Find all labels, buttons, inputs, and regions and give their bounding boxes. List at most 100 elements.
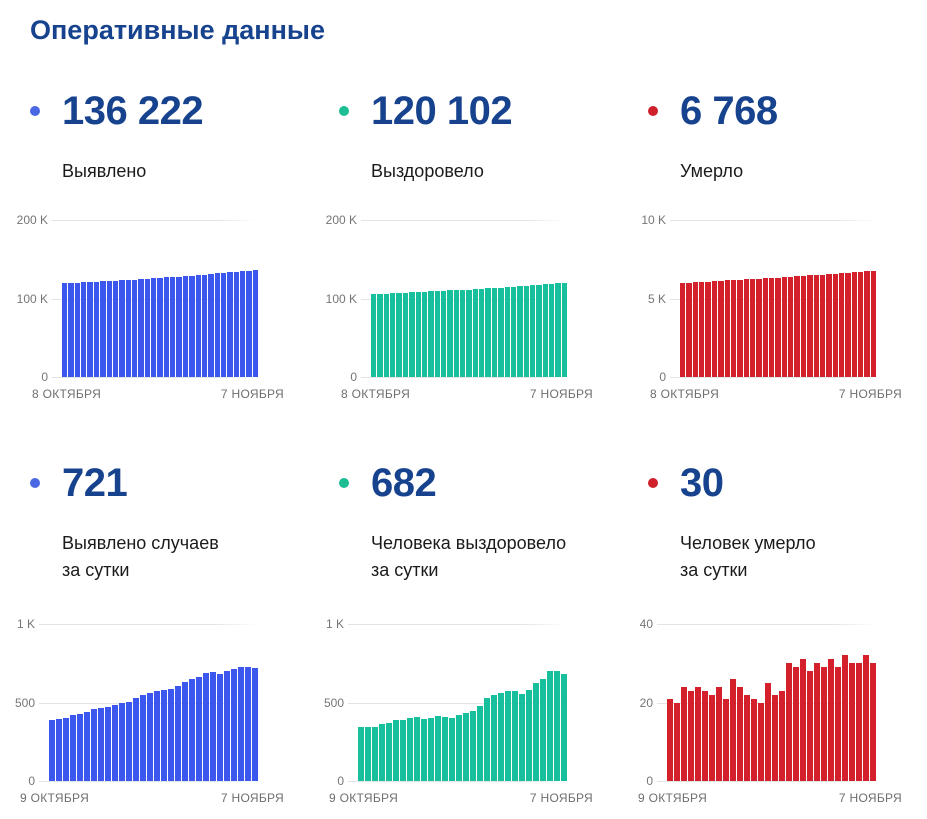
bar[interactable] <box>477 705 483 781</box>
bar[interactable] <box>126 701 132 781</box>
bar[interactable] <box>151 278 157 377</box>
bar[interactable] <box>62 283 68 377</box>
bar[interactable] <box>407 717 413 781</box>
bar[interactable] <box>555 283 561 377</box>
bar[interactable] <box>195 275 201 377</box>
bar[interactable] <box>393 720 399 781</box>
bar[interactable] <box>93 281 100 377</box>
bar[interactable] <box>781 277 788 377</box>
bar[interactable] <box>702 690 708 781</box>
bar[interactable] <box>252 667 258 781</box>
bar[interactable] <box>724 280 730 377</box>
bar[interactable] <box>252 270 259 377</box>
bar[interactable] <box>744 694 750 781</box>
bar[interactable] <box>807 275 813 377</box>
bar[interactable] <box>769 277 775 377</box>
bar[interactable] <box>371 294 377 377</box>
bar[interactable] <box>835 667 841 781</box>
bar[interactable] <box>81 282 87 377</box>
bar[interactable] <box>372 727 378 781</box>
bar[interactable] <box>667 698 673 781</box>
bar[interactable] <box>189 275 195 377</box>
bar[interactable] <box>365 727 371 781</box>
bar[interactable] <box>523 285 529 377</box>
bar[interactable] <box>154 691 160 781</box>
bar[interactable] <box>540 678 546 781</box>
bar[interactable] <box>245 667 251 781</box>
bar[interactable] <box>168 688 174 781</box>
bar[interactable] <box>409 292 415 377</box>
bar[interactable] <box>800 275 807 377</box>
bar[interactable] <box>428 718 434 781</box>
bar[interactable] <box>470 710 476 781</box>
bar[interactable] <box>133 697 139 781</box>
bar[interactable] <box>396 292 402 377</box>
bar[interactable] <box>504 287 510 377</box>
bar[interactable] <box>529 285 536 377</box>
bar[interactable] <box>358 726 364 781</box>
bar[interactable] <box>217 673 223 781</box>
bar[interactable] <box>826 274 832 377</box>
bar[interactable] <box>479 288 485 377</box>
bar[interactable] <box>743 279 749 377</box>
bar[interactable] <box>434 291 440 377</box>
bar[interactable] <box>472 289 479 377</box>
bar[interactable] <box>196 677 202 781</box>
bar[interactable] <box>870 663 876 781</box>
bar[interactable] <box>233 271 240 377</box>
bar[interactable] <box>170 276 176 377</box>
bar[interactable] <box>788 276 794 377</box>
bar[interactable] <box>377 293 383 377</box>
bar[interactable] <box>379 723 385 781</box>
bar[interactable] <box>779 690 785 781</box>
bar[interactable] <box>201 274 208 377</box>
bar[interactable] <box>68 283 74 377</box>
bar[interactable] <box>182 681 188 781</box>
bar[interactable] <box>756 278 762 377</box>
bar[interactable] <box>435 716 441 781</box>
bar[interactable] <box>832 273 838 377</box>
bar[interactable] <box>758 702 764 781</box>
bar[interactable] <box>140 695 146 781</box>
bar[interactable] <box>91 709 97 781</box>
bar[interactable] <box>138 279 144 377</box>
bar[interactable] <box>813 275 819 377</box>
bar[interactable] <box>105 707 111 781</box>
chart-plot-area[interactable]: 200 K 100 K 0 <box>17 213 259 384</box>
bar[interactable] <box>547 671 553 781</box>
bar[interactable] <box>549 283 555 377</box>
bar[interactable] <box>775 277 781 377</box>
bar[interactable] <box>737 279 743 377</box>
bar[interactable] <box>723 698 729 781</box>
bars-container[interactable] <box>62 220 259 377</box>
bar[interactable] <box>845 272 851 377</box>
bar[interactable] <box>842 655 848 781</box>
bar[interactable] <box>175 686 181 781</box>
bar[interactable] <box>182 276 189 377</box>
bar[interactable] <box>421 718 427 781</box>
bar[interactable] <box>220 272 227 377</box>
bar[interactable] <box>705 281 711 377</box>
bar[interactable] <box>453 290 460 377</box>
bar[interactable] <box>491 288 498 377</box>
bar[interactable] <box>542 284 549 377</box>
bar[interactable] <box>227 272 233 377</box>
bar[interactable] <box>214 273 220 377</box>
bar[interactable] <box>161 689 167 781</box>
bar[interactable] <box>112 705 118 781</box>
bar[interactable] <box>112 280 119 377</box>
bar[interactable] <box>440 290 447 377</box>
bar[interactable] <box>561 282 568 377</box>
bar[interactable] <box>447 290 453 377</box>
bar[interactable] <box>519 693 525 781</box>
bar[interactable] <box>526 689 532 781</box>
bar[interactable] <box>688 690 694 781</box>
chart-plot-area[interactable]: 1 K 500 0 <box>15 617 258 788</box>
bar[interactable] <box>456 715 462 781</box>
bar[interactable] <box>386 722 392 781</box>
bar[interactable] <box>716 686 722 781</box>
bar[interactable] <box>838 273 845 377</box>
bar[interactable] <box>56 719 62 781</box>
bar[interactable] <box>674 702 680 781</box>
bar[interactable] <box>87 282 93 377</box>
